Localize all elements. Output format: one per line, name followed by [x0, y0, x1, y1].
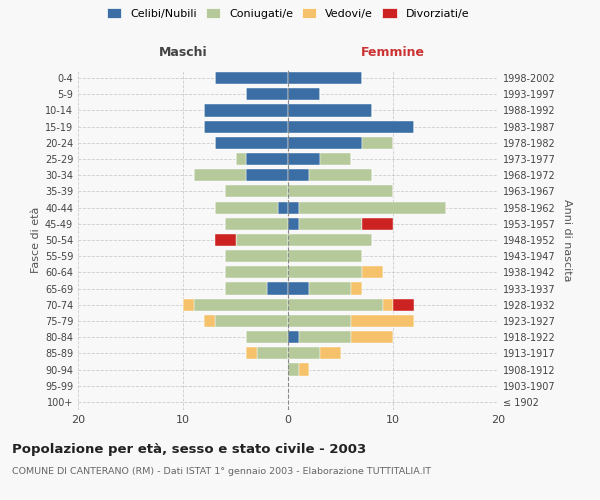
Bar	[204, 104, 288, 117]
Bar	[288, 331, 299, 343]
Bar	[288, 104, 372, 117]
Bar	[361, 137, 393, 149]
Bar	[246, 88, 288, 101]
Bar	[288, 202, 299, 213]
Bar	[215, 234, 235, 246]
Bar	[288, 120, 414, 132]
Bar	[288, 298, 383, 311]
Bar	[320, 348, 341, 360]
Y-axis label: Fasce di età: Fasce di età	[31, 207, 41, 273]
Bar	[309, 169, 372, 181]
Bar	[351, 282, 361, 294]
Bar	[204, 315, 215, 327]
Bar	[257, 348, 288, 360]
Bar	[193, 169, 246, 181]
Bar	[193, 298, 288, 311]
Bar	[288, 348, 320, 360]
Text: COMUNE DI CANTERANO (RM) - Dati ISTAT 1° gennaio 2003 - Elaborazione TUTTITALIA.: COMUNE DI CANTERANO (RM) - Dati ISTAT 1°…	[12, 468, 431, 476]
Bar	[361, 218, 393, 230]
Bar	[288, 282, 309, 294]
Bar	[204, 120, 288, 132]
Bar	[235, 153, 246, 165]
Text: Femmine: Femmine	[361, 46, 425, 59]
Bar	[383, 298, 393, 311]
Bar	[183, 298, 193, 311]
Bar	[299, 218, 361, 230]
Bar	[299, 202, 445, 213]
Bar	[215, 315, 288, 327]
Bar	[299, 331, 351, 343]
Bar	[235, 234, 288, 246]
Bar	[215, 137, 288, 149]
Bar	[267, 282, 288, 294]
Legend: Celibi/Nubili, Coniugati/e, Vedovi/e, Divorziati/e: Celibi/Nubili, Coniugati/e, Vedovi/e, Di…	[107, 8, 469, 19]
Bar	[320, 153, 351, 165]
Bar	[288, 153, 320, 165]
Bar	[225, 186, 288, 198]
Bar	[277, 202, 288, 213]
Bar	[351, 331, 393, 343]
Bar	[309, 282, 351, 294]
Bar	[215, 202, 277, 213]
Bar	[225, 250, 288, 262]
Bar	[288, 169, 309, 181]
Bar	[225, 266, 288, 278]
Bar	[288, 315, 351, 327]
Text: Popolazione per età, sesso e stato civile - 2003: Popolazione per età, sesso e stato civil…	[12, 442, 366, 456]
Bar	[299, 364, 309, 376]
Bar	[288, 266, 361, 278]
Text: Maschi: Maschi	[158, 46, 208, 59]
Bar	[393, 298, 414, 311]
Bar	[288, 88, 320, 101]
Bar	[246, 153, 288, 165]
Bar	[288, 186, 393, 198]
Bar	[361, 266, 383, 278]
Bar	[246, 169, 288, 181]
Bar	[288, 72, 361, 84]
Bar	[288, 218, 299, 230]
Bar	[288, 137, 361, 149]
Bar	[288, 364, 299, 376]
Bar	[225, 218, 288, 230]
Bar	[288, 234, 372, 246]
Bar	[246, 331, 288, 343]
Bar	[215, 72, 288, 84]
Bar	[288, 250, 361, 262]
Bar	[246, 348, 257, 360]
Bar	[351, 315, 414, 327]
Y-axis label: Anni di nascita: Anni di nascita	[562, 198, 572, 281]
Bar	[225, 282, 267, 294]
